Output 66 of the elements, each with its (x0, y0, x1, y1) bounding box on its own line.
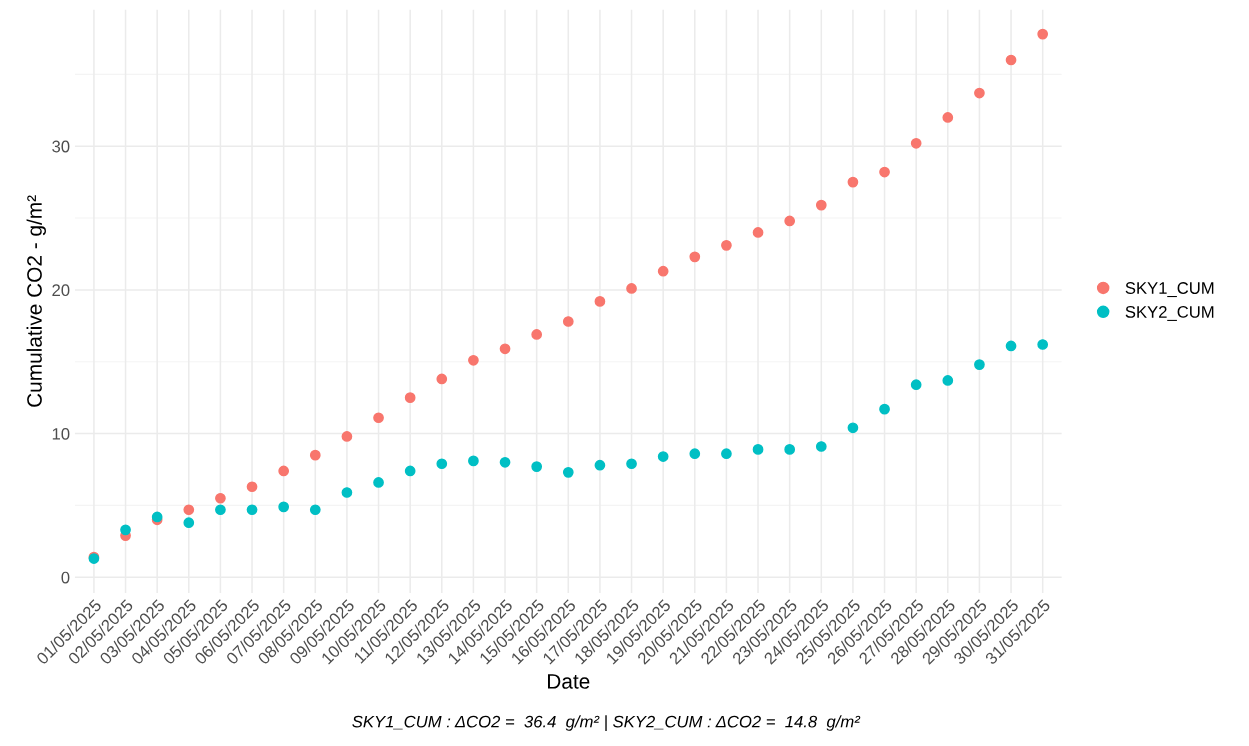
point (657, 451, 669, 462)
point (468, 354, 479, 366)
point (910, 379, 922, 391)
point (341, 487, 353, 498)
point (784, 444, 796, 455)
point (120, 524, 131, 536)
y-tick-label: 10 (52, 427, 70, 440)
point (1037, 28, 1049, 40)
point (183, 517, 195, 529)
point (847, 176, 859, 188)
point (879, 403, 890, 415)
point (784, 215, 796, 227)
point (278, 465, 290, 477)
point (278, 501, 290, 513)
point (847, 422, 859, 434)
point (752, 444, 764, 455)
point (721, 448, 732, 460)
point (373, 412, 384, 424)
point (468, 455, 479, 467)
point (404, 465, 416, 477)
point (531, 329, 543, 340)
point (879, 166, 890, 178)
y-tick-label: 0 (61, 571, 70, 584)
point (373, 477, 384, 488)
point (309, 504, 321, 516)
legend-label: SKY2_CUM (1125, 305, 1214, 321)
point (246, 504, 258, 516)
point (942, 112, 954, 123)
point (815, 199, 827, 211)
point (689, 448, 701, 460)
point (562, 316, 574, 327)
point (499, 456, 511, 468)
x-axis-title: Date (548, 674, 590, 689)
point (499, 343, 511, 355)
y-tick-label: 20 (52, 284, 70, 297)
point (721, 239, 732, 251)
point (1005, 340, 1017, 352)
point (974, 87, 985, 99)
y-tick-label: 30 (52, 140, 70, 153)
point (689, 251, 701, 263)
point (215, 504, 226, 516)
point (1037, 339, 1049, 350)
point (594, 296, 606, 307)
point (404, 392, 416, 404)
point (942, 375, 954, 386)
text: SKY1_CUM : ΔCO2 = 36.4 g/m² | SKY2_CUM : ΔCO2 = 14.8 g/m² (352, 715, 861, 732)
point (246, 481, 258, 493)
point (974, 359, 985, 370)
point (341, 431, 353, 442)
point (752, 227, 764, 238)
point (910, 137, 922, 149)
point (815, 441, 827, 452)
point (562, 467, 574, 478)
legend-label: SKY1_CUM (1125, 282, 1214, 298)
point (1005, 54, 1017, 66)
point (183, 504, 195, 516)
point (436, 458, 448, 470)
point (531, 461, 543, 472)
y-axis-title: Cumulative CO2 - g/m² (26, 195, 46, 407)
point (626, 283, 637, 294)
point (594, 459, 606, 471)
point (657, 265, 669, 277)
point (626, 458, 637, 470)
point (215, 492, 226, 504)
point (436, 373, 448, 385)
point (309, 449, 321, 461)
